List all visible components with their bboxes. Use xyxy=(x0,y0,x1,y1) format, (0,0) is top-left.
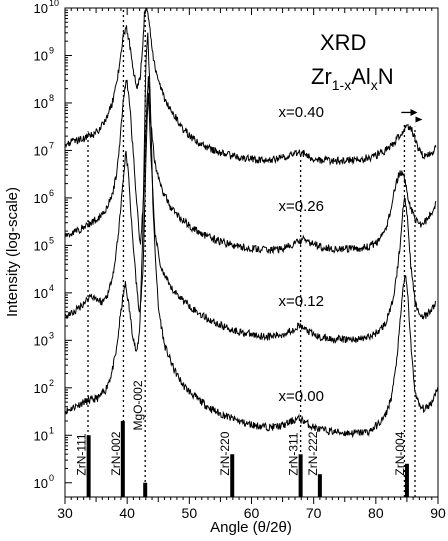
y-tick-label: 10 xyxy=(34,381,48,396)
y-tick-exponent: 9 xyxy=(49,45,54,55)
peak-shift-arrowhead xyxy=(410,108,418,116)
ref-peak-bar-ZrN-311 xyxy=(298,454,303,497)
x-tick-label: 60 xyxy=(244,505,260,521)
y-tick-label: 10 xyxy=(34,143,48,158)
ref-peak-label-ZrN-311: ZrN-311 xyxy=(287,432,301,475)
plot-area: x=0.40 x=0.26 x=0.12 x=0.00 ZrN-111 ZrN-002 Mg… xyxy=(64,7,439,497)
y-tick-label: 10 xyxy=(34,333,48,348)
x-tick-label: 40 xyxy=(119,505,135,521)
ref-peak-bar-MgO-002 xyxy=(143,482,148,497)
formula-sub1: 1-x xyxy=(332,77,351,93)
y-tick-label: 10 xyxy=(34,48,48,63)
y-tick-exponent: 7 xyxy=(49,140,54,150)
y-tick-label: 10 xyxy=(34,428,48,443)
y-tick-exponent: 8 xyxy=(49,93,54,103)
ref-peak-label-MgO-002: MgO-002 xyxy=(131,380,145,430)
ref-peak-bar-ZrN-222 xyxy=(317,474,322,497)
chart-title: XRD xyxy=(320,30,366,55)
y-tick-exponent: 1 xyxy=(49,425,54,435)
formula-end: N xyxy=(378,64,394,89)
y-tick-label: 10 xyxy=(34,1,48,16)
ref-peak-bar-ZrN-220 xyxy=(230,454,235,497)
x-axis-label: Angle (θ/2θ) xyxy=(210,519,292,536)
formula-base: Zr xyxy=(311,64,332,89)
ref-peak-label-ZrN-002: ZrN-002 xyxy=(109,431,123,475)
series-label-x=0.26: x=0.26 xyxy=(278,198,323,215)
series-line-x=0.26 xyxy=(64,76,437,255)
x-tick-label: 80 xyxy=(368,505,384,521)
x-tick-label: 90 xyxy=(430,505,446,521)
ref-peak-label-ZrN-220: ZrN-220 xyxy=(218,431,232,475)
ref-peak-bar-ZrN-002 xyxy=(120,421,125,497)
y-tick-exponent: 6 xyxy=(49,188,54,198)
formula-mid: Al xyxy=(351,64,371,89)
y-tick-exponent: 0 xyxy=(49,473,54,483)
y-tick-exponent: 4 xyxy=(49,283,54,293)
ref-peak-bar-ZrN-111 xyxy=(86,435,91,497)
series-line-x=0.40 xyxy=(64,7,437,166)
formula-sub2: x xyxy=(371,77,378,93)
y-tick-label: 10 xyxy=(34,191,48,206)
y-tick-label: 10 xyxy=(34,238,48,253)
peak-shift-arrowhead-2 xyxy=(415,116,423,123)
series-label-x=0.00: x=0.00 xyxy=(278,388,323,405)
series-line-x=0.12 xyxy=(64,92,437,344)
x-axis: 30 40 50 60 70 80 90 xyxy=(57,8,446,521)
ref-peak-label-ZrN-111: ZrN-111 xyxy=(75,433,89,476)
ref-peak-label-ZrN-222: ZrN-222 xyxy=(306,431,320,475)
x-tick-label: 30 xyxy=(57,505,73,521)
y-tick-exponent: 2 xyxy=(49,378,54,388)
x-tick-label: 70 xyxy=(306,505,322,521)
formula-label: Zr1-xAlxN xyxy=(311,64,394,93)
ref-peak-label-ZrN-004: ZrN-004 xyxy=(393,431,407,475)
ref-peak-bar-ZrN-004 xyxy=(404,463,409,497)
y-tick-exponent: 10 xyxy=(49,0,59,8)
series-line-x=0.00 xyxy=(64,32,439,439)
y-tick-exponent: 5 xyxy=(49,235,54,245)
series-label-x=0.40: x=0.40 xyxy=(278,104,323,121)
y-tick-label: 10 xyxy=(34,476,48,491)
y-tick-exponent: 3 xyxy=(49,330,54,340)
y-tick-label: 10 xyxy=(34,96,48,111)
x-tick-label: 50 xyxy=(182,505,198,521)
y-tick-label: 10 xyxy=(34,286,48,301)
y-axis-label: Intensity (log-scale) xyxy=(4,187,21,317)
series-label-x=0.12: x=0.12 xyxy=(278,293,323,310)
